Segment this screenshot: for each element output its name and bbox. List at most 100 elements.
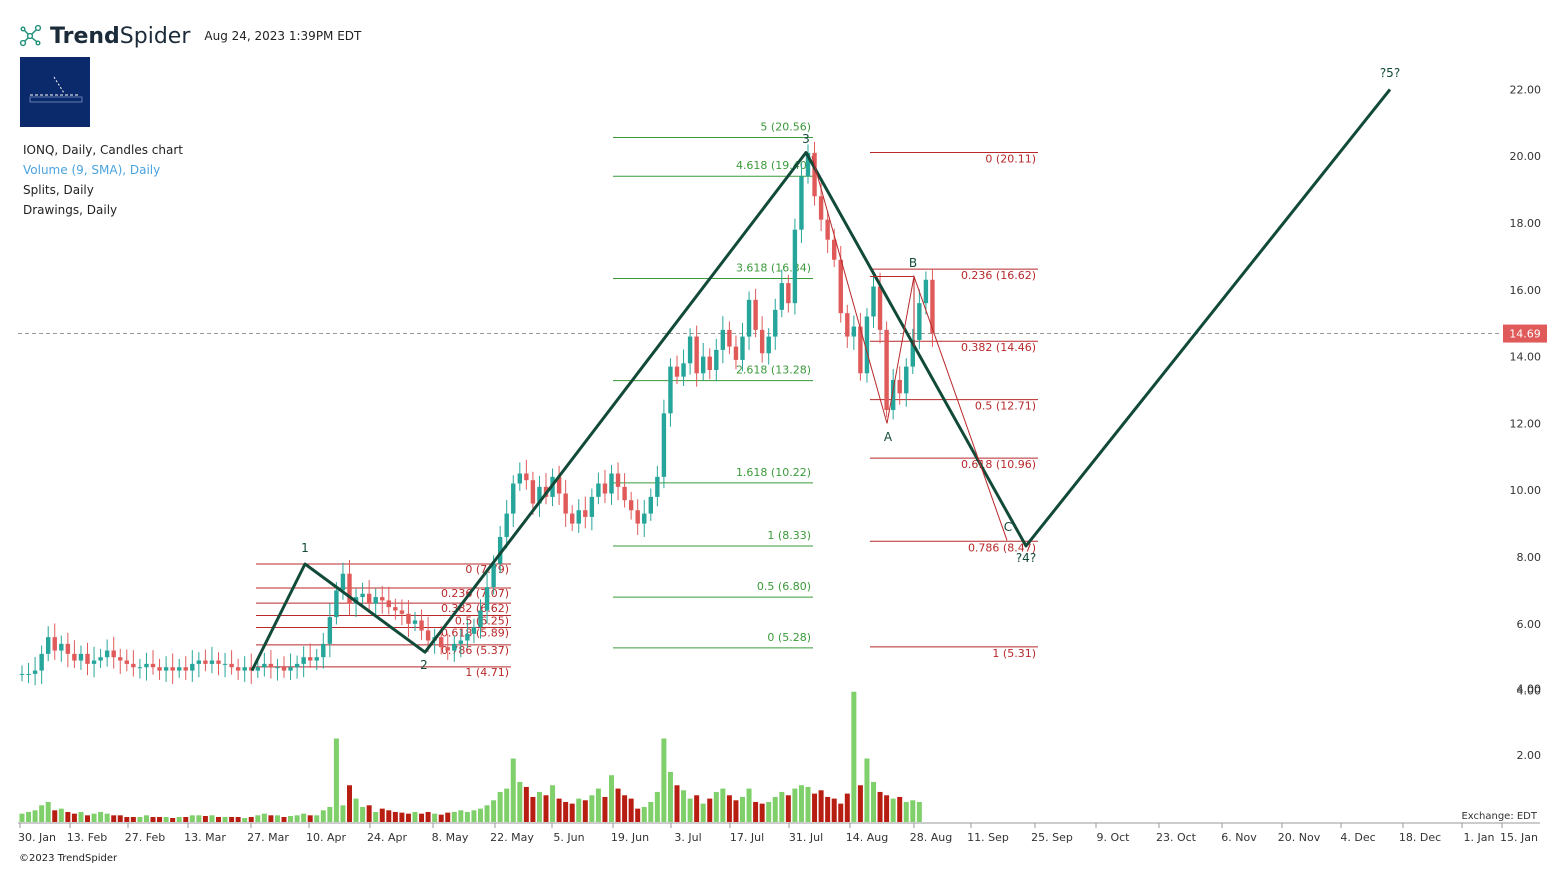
volume-bar — [196, 815, 202, 822]
fib-level-label: 1 (5.31) — [992, 647, 1036, 660]
fib-level-label: 0 (5.28) — [767, 631, 811, 644]
candle-body — [111, 650, 116, 658]
candle-body — [196, 660, 202, 664]
drawings-line[interactable]: Drawings, Daily — [23, 203, 118, 217]
candle-body — [602, 483, 608, 494]
candle-body — [792, 229, 798, 304]
wave-label: A — [884, 430, 893, 444]
candle-body — [144, 663, 149, 668]
volume-bar — [726, 795, 732, 822]
volume-bar — [864, 758, 870, 822]
volume-bar — [399, 812, 405, 822]
candle-body — [327, 617, 333, 644]
candle-body — [733, 346, 739, 360]
volume-bar — [445, 812, 451, 822]
x-tick-label: 5. Jun — [553, 831, 584, 844]
volume-bar — [281, 816, 287, 822]
volume-bar — [189, 815, 195, 822]
volume-bar — [425, 811, 431, 822]
candle-body — [163, 667, 169, 671]
volume-bar — [386, 810, 392, 822]
volume-bar — [78, 811, 84, 822]
candle-body — [281, 667, 287, 671]
x-tick-label: 19. Jun — [611, 831, 649, 844]
candle-body — [779, 283, 784, 310]
fib-level-label: 0.236 (16.62) — [961, 269, 1036, 282]
volume-bar — [451, 811, 457, 822]
candle-body — [46, 637, 51, 654]
volume-bar — [26, 811, 32, 822]
x-tick-label: 3. Jul — [674, 831, 701, 844]
drawing-layer[interactable]: 1 2 3 A B C ?4? ?5? — [250, 66, 1400, 672]
wave-label: 3 — [802, 132, 810, 146]
chart-legend: IONQ, Daily, Candles chart Volume (9, SM… — [23, 140, 183, 220]
fib-level-label: 0.618 (10.96) — [961, 458, 1036, 471]
candle-body — [439, 637, 444, 648]
volume-bar — [779, 791, 785, 822]
splits-line[interactable]: Splits, Daily — [23, 183, 94, 197]
candle-body — [530, 480, 536, 504]
candle-body — [923, 279, 929, 304]
candle-body — [445, 647, 450, 651]
candle-body — [707, 356, 712, 370]
volume-bar — [39, 805, 45, 822]
volume-bar — [798, 785, 804, 822]
candle-body — [360, 593, 365, 598]
candle-body — [917, 303, 922, 340]
x-tick-label: 14. Aug — [846, 831, 888, 844]
volume-bar — [681, 790, 687, 822]
y-tick-label: 8.00 — [1517, 551, 1542, 564]
volume-bar — [209, 815, 215, 822]
chart-datetime: Aug 24, 2023 1:39PM EDT — [204, 29, 362, 43]
candle-body — [275, 667, 280, 669]
volume-bar — [157, 816, 163, 822]
x-tick-label: 6. Nov — [1221, 831, 1257, 844]
volume-bar — [825, 796, 831, 822]
volume-bar — [694, 795, 700, 822]
candle-body — [216, 660, 221, 664]
volume-bar — [222, 816, 228, 822]
volume-bar — [484, 805, 490, 822]
candle-body — [157, 667, 162, 671]
candle-body — [622, 486, 627, 501]
candle-body — [32, 670, 38, 674]
volume-bar — [916, 801, 922, 822]
volume-bar — [333, 738, 339, 822]
brand-name: TrendSpider — [50, 23, 191, 49]
candle-body — [720, 329, 726, 350]
header: TrendSpider Aug 24, 2023 1:39PM EDT — [18, 20, 361, 52]
volume-bar — [202, 815, 208, 822]
volume-bar — [602, 796, 608, 822]
symbol-line[interactable]: IONQ, Daily, Candles chart — [23, 143, 183, 157]
candle-body — [838, 259, 843, 314]
x-tick-label: 13. Mar — [184, 831, 226, 844]
volume-bar — [183, 816, 189, 822]
candle-body — [65, 643, 71, 654]
candle-body — [504, 513, 509, 537]
fib-level-label: 1.618 (10.22) — [736, 466, 811, 479]
volume-indicator-line[interactable]: Volume (9, SMA), Daily — [23, 163, 161, 177]
volume-bar — [91, 813, 97, 822]
x-tick-label: 15. Jan — [1500, 831, 1538, 844]
candle-body — [773, 309, 778, 337]
y-tick-label: 14.00 — [1510, 351, 1542, 364]
candle-body — [340, 573, 346, 591]
candle-body — [78, 653, 84, 661]
candle-body — [373, 597, 378, 604]
volume-bar — [844, 793, 850, 822]
candle-body — [190, 663, 195, 671]
candle-body — [85, 653, 90, 664]
fib-level-label: 0.382 (14.46) — [961, 341, 1036, 354]
volume-bar — [45, 801, 51, 822]
candle-body — [19, 673, 25, 675]
candle-body — [183, 667, 188, 671]
candle-body — [845, 313, 850, 337]
volume-bar — [353, 798, 359, 822]
volume-bar — [871, 781, 876, 822]
volume-bar — [661, 738, 667, 822]
volume-bar — [805, 786, 811, 822]
candle-body — [308, 657, 313, 661]
candle-body — [668, 366, 673, 414]
volume-bar — [464, 811, 470, 822]
